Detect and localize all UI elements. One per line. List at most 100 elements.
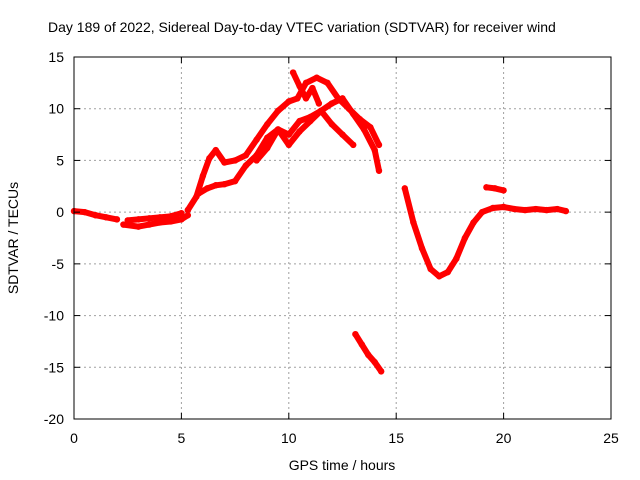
y-tick-label: 10 [48, 101, 64, 117]
y-tick-label: -20 [44, 411, 64, 427]
data-point [81, 208, 88, 216]
data-point [285, 98, 292, 105]
data-point [360, 126, 368, 133]
data-point [418, 245, 426, 252]
x-axis-label: GPS time / hours [289, 457, 396, 473]
data-point [478, 208, 486, 216]
data-point [253, 157, 260, 164]
data-point [221, 159, 228, 166]
data-point [285, 141, 292, 149]
data-point [483, 184, 490, 191]
x-tick-label: 10 [281, 430, 297, 446]
data-point [309, 84, 316, 92]
data-point [562, 207, 570, 215]
data-point [375, 167, 383, 174]
data-point [307, 117, 314, 125]
data-point [135, 223, 142, 230]
data-point [145, 221, 153, 228]
data-point [253, 136, 260, 143]
data-point [350, 141, 357, 149]
data-point [500, 203, 507, 211]
data-point [427, 265, 434, 273]
data-point [352, 330, 359, 338]
data-point [543, 206, 550, 214]
data-point [145, 215, 153, 222]
data-point [242, 152, 250, 159]
data-point [178, 209, 185, 217]
axis-ticks: 0 5 10 15 20 25 -20 -15 -10 -5 0 5 10 15 [44, 49, 619, 446]
data-point [328, 100, 335, 107]
data-point [511, 205, 518, 213]
data-point [339, 95, 346, 102]
data-point [167, 218, 174, 225]
data-point [371, 358, 378, 366]
x-tick-label: 25 [603, 430, 619, 446]
series-line-mid-band [253, 107, 357, 164]
data-point [339, 131, 346, 138]
data-point [285, 131, 292, 138]
data-point [231, 157, 239, 164]
data-point [401, 185, 408, 192]
data-point [371, 146, 378, 154]
data-point [156, 219, 164, 226]
data-point [324, 79, 331, 87]
data-point [296, 117, 303, 125]
chart-title: Day 189 of 2022, Sidereal Day-to-day VTE… [48, 19, 556, 35]
grid-lines [74, 57, 611, 419]
data-point [156, 214, 164, 221]
data-point [302, 95, 310, 102]
y-tick-label: -15 [44, 359, 64, 375]
data-point [367, 124, 374, 131]
x-tick-label: 0 [70, 430, 78, 446]
data-point [365, 351, 372, 359]
data-point [103, 214, 110, 221]
data-point [120, 221, 127, 228]
data-point [521, 206, 529, 214]
y-tick-label: 0 [56, 204, 64, 220]
data-point [113, 216, 121, 223]
data-point [264, 121, 271, 128]
data-point [317, 107, 325, 114]
y-tick-label: -10 [44, 308, 64, 324]
data-point [221, 181, 228, 188]
x-tick-label: 20 [496, 430, 512, 446]
data-point [178, 216, 185, 223]
data-point [453, 255, 460, 262]
data-point [195, 190, 202, 197]
data-point [289, 69, 297, 76]
data-point [444, 268, 451, 276]
series-line-dip [401, 185, 507, 280]
data-point [274, 107, 282, 114]
data-point [554, 205, 561, 213]
data-point [489, 204, 497, 212]
data-point [296, 128, 303, 135]
data-point [242, 162, 250, 169]
data-point [212, 182, 219, 189]
data-point [184, 212, 192, 219]
data-point [435, 273, 443, 280]
data-point [328, 121, 335, 128]
data-point [231, 177, 239, 185]
data-point [135, 216, 142, 223]
data-point [375, 141, 383, 149]
data-point [203, 185, 211, 192]
data-point [315, 100, 323, 107]
y-tick-label: 5 [56, 152, 64, 168]
data-point [350, 110, 357, 118]
data-point [167, 213, 174, 220]
data-point [532, 205, 540, 213]
data-point [377, 368, 385, 375]
data-point [124, 217, 131, 224]
plot-frame [73, 56, 612, 420]
data-point [264, 144, 271, 152]
data-point [294, 95, 301, 102]
y-tick-label: -5 [52, 256, 65, 272]
data-point [470, 219, 477, 226]
data-point [206, 155, 213, 162]
data-point [212, 146, 219, 154]
data-point [491, 185, 499, 192]
data-marks [70, 69, 570, 375]
y-axis-label: SDTVAR / TECUs [5, 182, 21, 294]
data-point [500, 187, 507, 194]
